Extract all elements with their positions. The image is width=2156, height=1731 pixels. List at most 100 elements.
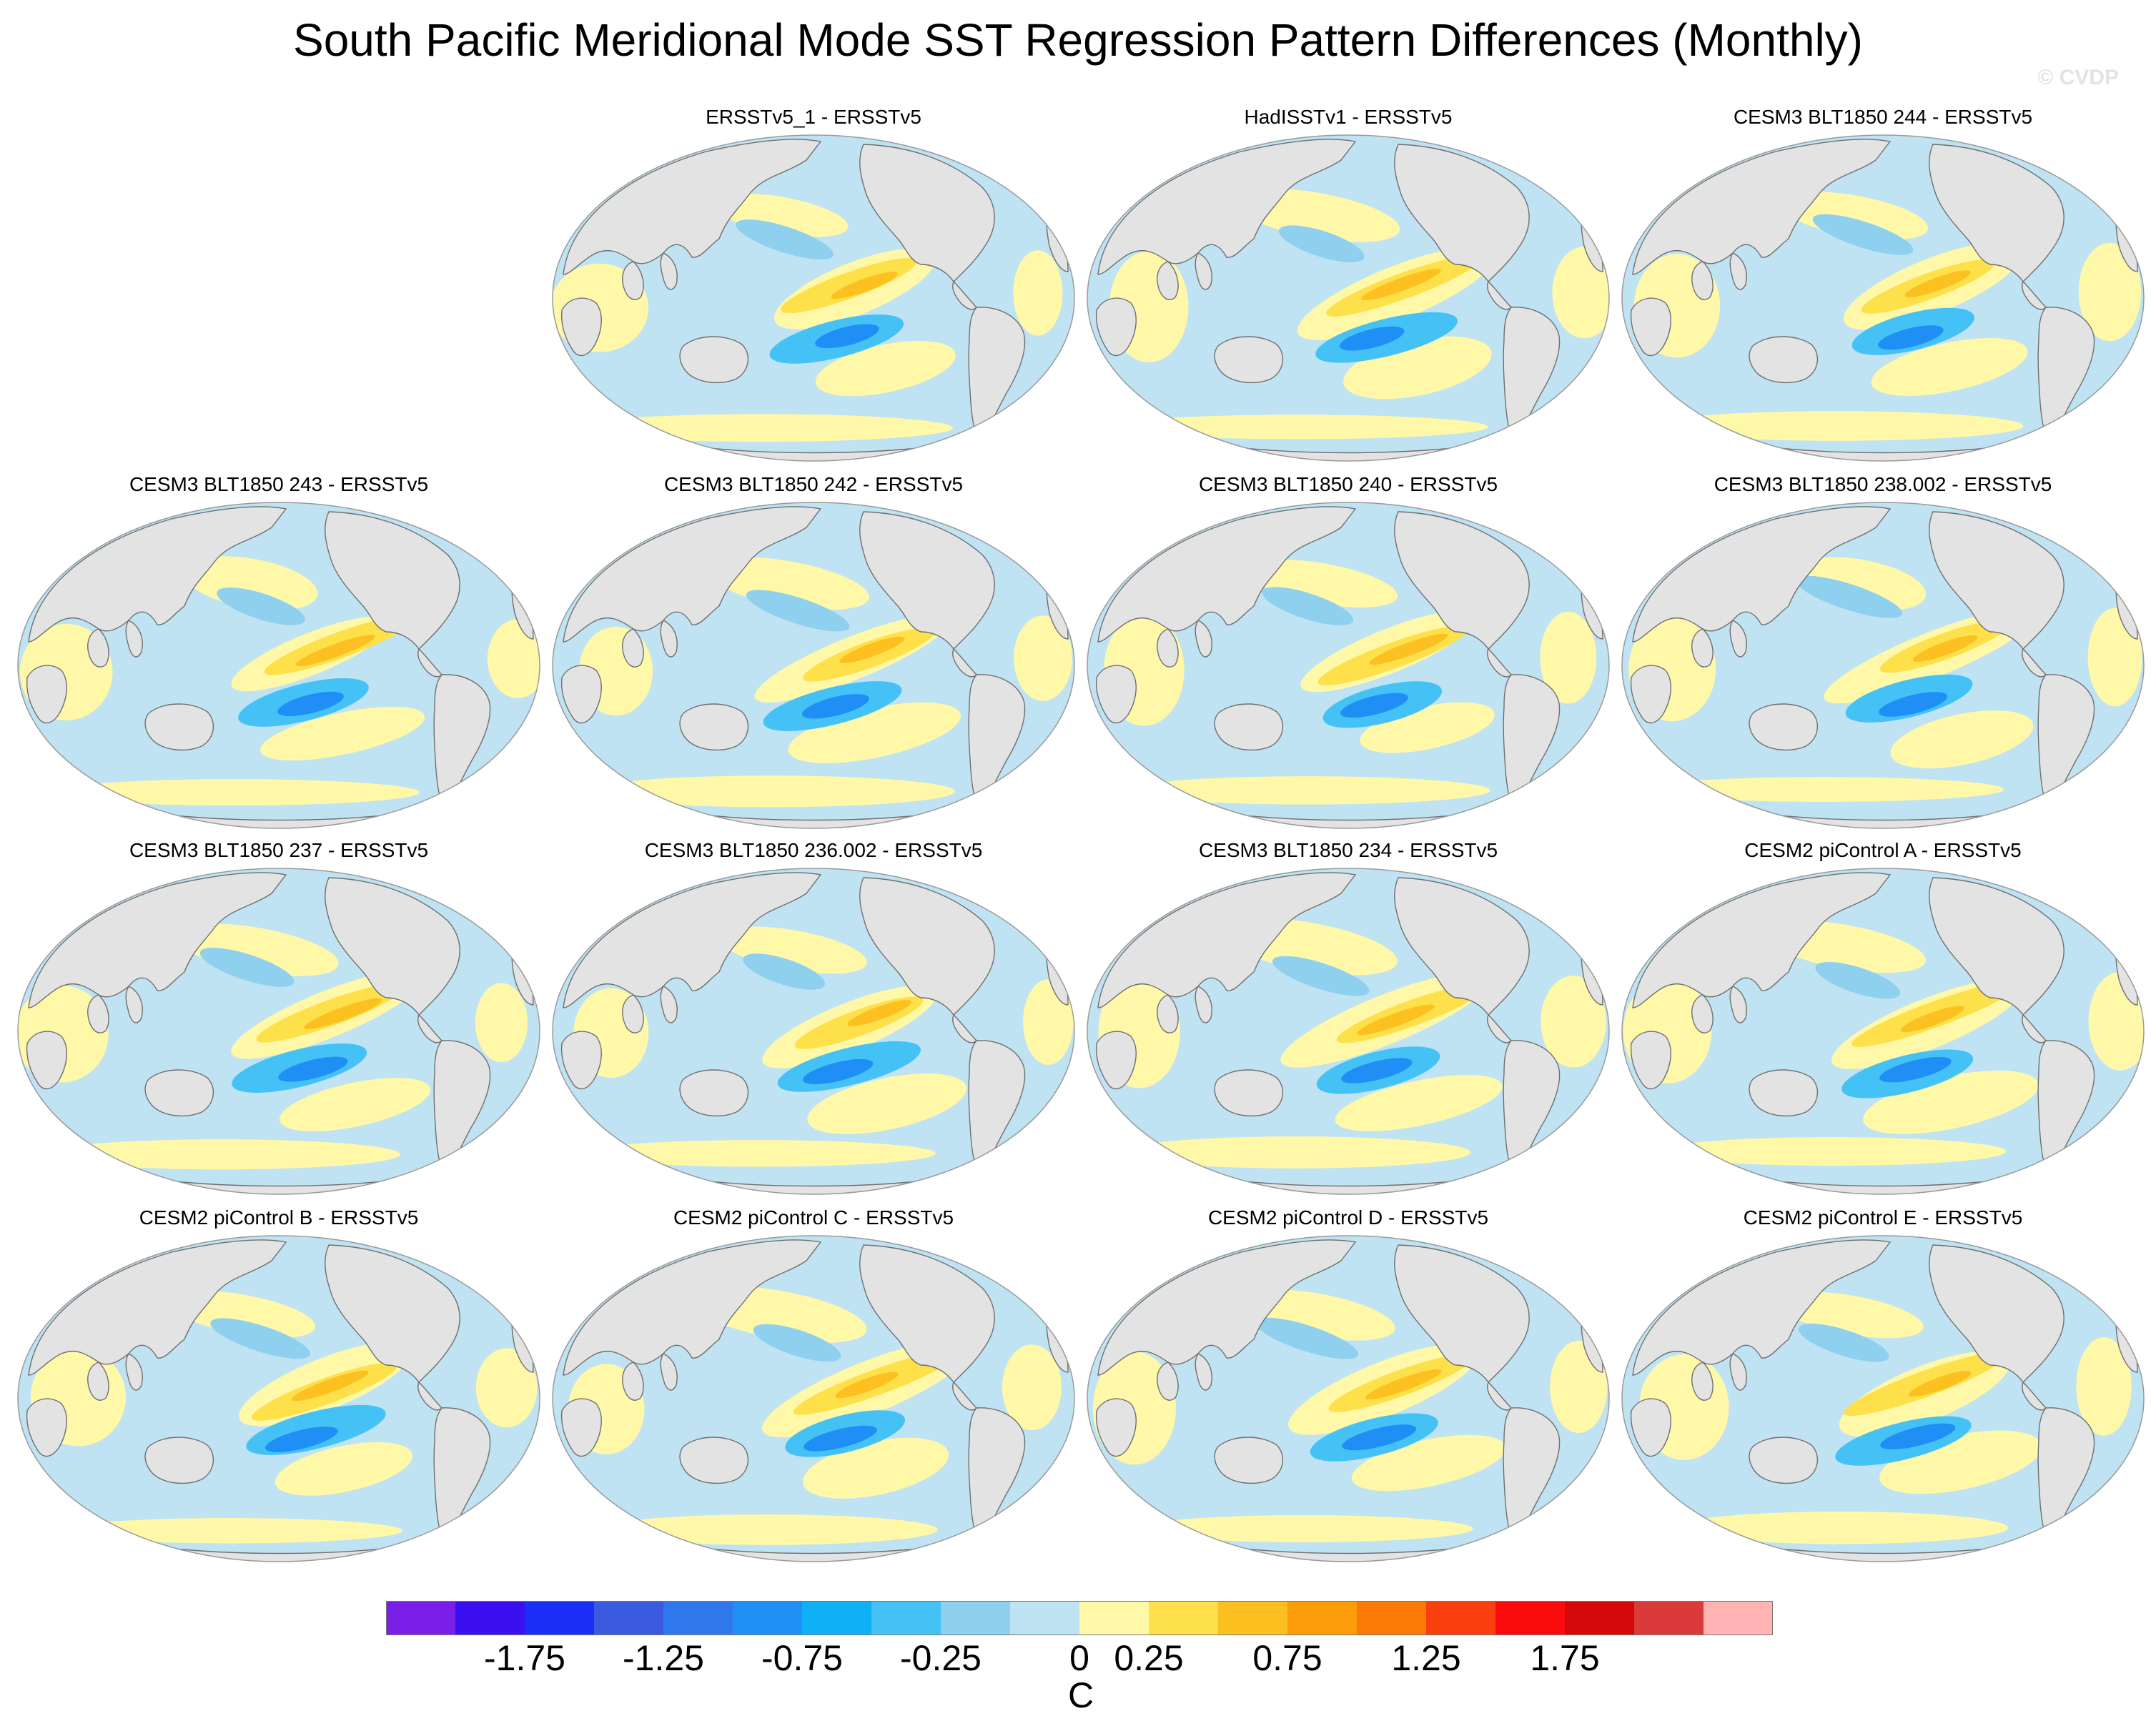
map-panel: CESM3 BLT1850 237 - ERSSTv5 — [14, 838, 543, 1199]
globe-outline — [17, 502, 540, 829]
colorbar-tick-label: 1.75 — [1530, 1638, 1600, 1678]
globe-outline — [552, 134, 1075, 462]
sst-difference-field — [1622, 1236, 2144, 1562]
colorbar — [386, 1601, 1773, 1635]
map-panel: CESM2 piControl E - ERSSTv5 — [1618, 1205, 2147, 1566]
sst-difference-field — [1087, 135, 1609, 461]
colorbar-swatch — [1495, 1601, 1566, 1635]
colorbar-swatch — [1287, 1601, 1358, 1635]
colorbar-tick-label: -0.75 — [761, 1638, 843, 1678]
map-panel: ERSSTv5_1 - ERSSTv5 — [549, 104, 1078, 465]
panel-title: CESM3 BLT1850 237 - ERSSTv5 — [129, 839, 429, 861]
globe-outline — [1087, 502, 1610, 829]
globe-outline — [552, 868, 1075, 1195]
colorbar-tick-label: 1.25 — [1391, 1638, 1461, 1678]
globe-outline — [552, 1235, 1075, 1562]
colorbar-tick-label: -1.25 — [623, 1638, 704, 1678]
globe-outline — [1621, 502, 2145, 829]
colorbar-swatch — [1634, 1601, 1704, 1635]
continents — [26, 1239, 534, 1562]
panel-title: ERSSTv5_1 - ERSSTv5 — [706, 106, 921, 128]
colorbar-unit: C — [1067, 1675, 1094, 1715]
colorbar-swatch — [1010, 1601, 1080, 1635]
map-panel: CESM3 BLT1850 236.002 - ERSSTv5 — [549, 838, 1078, 1199]
continents — [1095, 506, 1603, 828]
continents — [560, 139, 1069, 461]
globe-outline — [552, 502, 1075, 829]
continents — [560, 872, 1069, 1194]
figure-title: South Pacific Meridional Mode SST Regres… — [293, 14, 1863, 66]
globe-outline — [1087, 1235, 1610, 1562]
colorbar-tick-label: 0 — [1069, 1638, 1089, 1678]
colorbar-swatch — [1218, 1601, 1288, 1635]
robinson-map — [552, 868, 1075, 1195]
map-panel: CESM3 BLT1850 243 - ERSSTv5 — [14, 472, 543, 833]
robinson-map — [1621, 868, 2145, 1195]
globe-outline — [1621, 1235, 2145, 1562]
robinson-map — [17, 868, 540, 1195]
panel-title: CESM3 BLT1850 240 - ERSSTv5 — [1198, 473, 1498, 495]
colorbar-tick-label: -1.75 — [484, 1638, 565, 1678]
map-panel: CESM2 piControl D - ERSSTv5 — [1084, 1205, 1613, 1566]
robinson-map — [552, 134, 1075, 462]
map-panel: CESM2 piControl B - ERSSTv5 — [14, 1205, 543, 1566]
colorbar-swatch — [525, 1601, 595, 1635]
robinson-map — [1621, 502, 2145, 829]
sst-difference-field — [1087, 868, 1609, 1194]
sst-difference-field — [18, 868, 540, 1194]
colorbar-swatch — [941, 1601, 1011, 1635]
continents — [1095, 1239, 1603, 1562]
sst-difference-field — [1087, 502, 1609, 828]
robinson-map — [1087, 868, 1610, 1195]
robinson-map — [1621, 134, 2145, 462]
colorbar-tick-label: -0.25 — [900, 1638, 981, 1678]
colorbar-swatch — [663, 1601, 733, 1635]
colorbar-swatch — [1357, 1601, 1427, 1635]
map-panel: CESM3 BLT1850 242 - ERSSTv5 — [549, 472, 1078, 833]
map-panel: CESM3 BLT1850 238.002 - ERSSTv5 — [1618, 472, 2147, 833]
colorbar-tick-label: 0.75 — [1252, 1638, 1322, 1678]
map-panel: CESM3 BLT1850 244 - ERSSTv5 — [1618, 104, 2147, 465]
colorbar-swatch — [1703, 1601, 1773, 1635]
panel-title: HadISSTv1 - ERSSTv5 — [1244, 106, 1453, 128]
map-panel: CESM2 piControl C - ERSSTv5 — [549, 1205, 1078, 1566]
robinson-map — [552, 1235, 1075, 1562]
sst-difference-field — [553, 1236, 1074, 1562]
colorbar-swatch — [594, 1601, 664, 1635]
robinson-map — [1087, 134, 1610, 462]
sst-difference-field — [18, 502, 540, 828]
colorbar-swatch — [871, 1601, 941, 1635]
map-panel: CESM3 BLT1850 240 - ERSSTv5 — [1084, 472, 1613, 833]
globe-outline — [17, 1235, 540, 1562]
panel-title: CESM3 BLT1850 238.002 - ERSSTv5 — [1714, 473, 2052, 495]
colorbar-tick-label: 0.25 — [1114, 1638, 1184, 1678]
colorbar-swatch — [733, 1601, 803, 1635]
sst-difference-field — [553, 135, 1074, 461]
sst-difference-field — [553, 868, 1074, 1194]
robinson-map — [552, 502, 1075, 829]
map-panel: CESM3 BLT1850 234 - ERSSTv5 — [1084, 838, 1613, 1199]
sst-difference-field — [553, 502, 1074, 828]
panel-title: CESM3 BLT1850 243 - ERSSTv5 — [129, 473, 429, 495]
panel-title: CESM3 BLT1850 234 - ERSSTv5 — [1198, 839, 1498, 861]
colorbar-swatch — [1149, 1601, 1219, 1635]
colorbar-swatch — [1079, 1601, 1149, 1635]
panel-title: CESM2 piControl C - ERSSTv5 — [673, 1206, 954, 1229]
colorbar-swatch — [1565, 1601, 1635, 1635]
robinson-map — [17, 1235, 540, 1562]
panel-title: CESM3 BLT1850 242 - ERSSTv5 — [663, 473, 964, 495]
sst-difference-field — [1622, 868, 2144, 1194]
globe-outline — [1087, 868, 1610, 1195]
colorbar-ticks: -1.75 -1.25 -0.75 -0.25 0 0.25 0.75 1.25 1.75 — [386, 1637, 1773, 1680]
robinson-map — [1621, 1235, 2145, 1562]
map-panel: HadISSTv1 - ERSSTv5 — [1084, 104, 1613, 465]
panel-title: CESM2 piControl A - ERSSTv5 — [1744, 839, 2022, 861]
globe-outline — [17, 868, 540, 1195]
robinson-map — [17, 502, 540, 829]
colorbar-swatch — [1426, 1601, 1496, 1635]
panel-title: CESM2 piControl E - ERSSTv5 — [1743, 1206, 2023, 1229]
panel-title: CESM3 BLT1850 244 - ERSSTv5 — [1733, 106, 2033, 128]
watermark: © CVDP — [2037, 66, 2119, 89]
sst-difference-field — [1622, 502, 2144, 828]
panel-title: CESM2 piControl B - ERSSTv5 — [139, 1206, 419, 1229]
